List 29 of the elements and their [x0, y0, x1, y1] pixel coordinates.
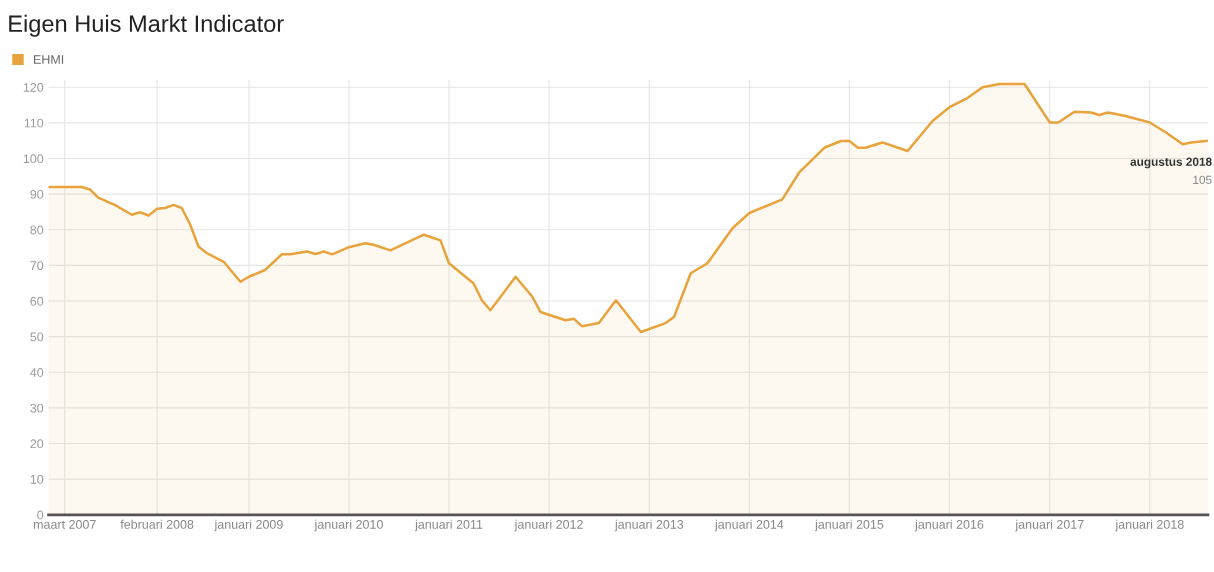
- y-tick-label: 30: [30, 403, 44, 413]
- x-tick-label: januari 2017: [1015, 519, 1084, 532]
- x-tick-label: januari 2012: [514, 519, 583, 532]
- x-tick-label: maart 2007: [33, 519, 96, 529]
- x-tick-label: januari 2010: [314, 519, 383, 532]
- y-tick-label: 10: [30, 474, 44, 484]
- x-tick-label: januari 2016: [914, 519, 984, 532]
- y-tick-label: 50: [30, 332, 44, 342]
- y-tick-label: 60: [30, 296, 44, 306]
- x-tick-label: februari 2008: [120, 519, 194, 529]
- y-tick-label: 110: [24, 118, 44, 128]
- y-tick-label: 20: [30, 439, 44, 449]
- x-tick-label: januari 2013: [614, 519, 684, 532]
- y-tick-label: 70: [30, 261, 44, 271]
- annotation: 105: [1193, 175, 1212, 185]
- x-tick-label: januari 2009: [214, 519, 283, 532]
- x-tick-label: januari 2014: [714, 519, 784, 532]
- y-tick-label: 0: [37, 510, 44, 520]
- annotation: augustus 2018: [1130, 157, 1212, 169]
- x-tick-label: januari 2011: [414, 519, 483, 532]
- y-tick-label: 80: [30, 225, 44, 235]
- y-tick-label: 100: [23, 154, 44, 164]
- legend-label: EHMI: [34, 55, 64, 64]
- y-tick-label: 40: [30, 368, 44, 377]
- chart-title: Eigen Huis Markt Indicator: [9, 14, 284, 37]
- x-tick-label: januari 2018: [1115, 519, 1184, 532]
- y-tick-label: 120: [23, 83, 44, 92]
- x-tick-label: januari 2015: [814, 519, 884, 532]
- y-tick-label: 90: [30, 189, 44, 199]
